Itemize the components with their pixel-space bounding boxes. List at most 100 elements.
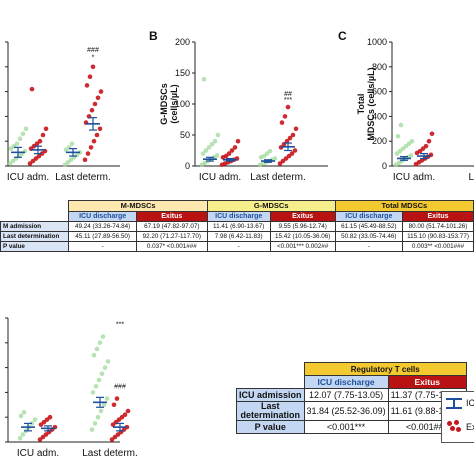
- panel-letter: B: [149, 29, 158, 43]
- data-point: [32, 417, 38, 422]
- y-axis-label: Total: [356, 94, 366, 115]
- x-tick-label: ICU adm.: [7, 172, 49, 183]
- data-point: [94, 346, 100, 352]
- table-row: P value - 0.037* <0.001### - <0.001*** 0…: [0, 241, 474, 252]
- data-point: [98, 408, 104, 414]
- table-cell: 12.07 (7.75-13.05): [303, 388, 389, 402]
- data-point: [267, 148, 273, 154]
- data-point: [395, 133, 401, 139]
- data-point: [200, 151, 206, 156]
- data-point: [429, 131, 435, 137]
- table-cell: 11.41 (6.90-13.67): [206, 221, 271, 232]
- data-point: [114, 396, 120, 401]
- significance-annotation: ***: [116, 322, 124, 329]
- data-point: [89, 107, 95, 113]
- legend-mean-bar-icon: [446, 398, 462, 409]
- data-point: [96, 377, 102, 383]
- table-cell: -: [68, 241, 137, 252]
- data-point: [423, 143, 429, 149]
- significance-annotation: ###: [114, 384, 126, 391]
- data-point: [90, 64, 96, 70]
- table-cell: 80.00 (51.74-101.26): [402, 221, 474, 232]
- table-cell: 0.037* <0.001###: [135, 241, 208, 252]
- table-cell: 49.24 (33.26-74.84): [68, 221, 137, 232]
- data-point: [104, 396, 110, 401]
- table2-subheader: Exitus: [387, 375, 467, 389]
- panel-letter: C: [338, 29, 347, 43]
- table1-subheader: ICU discharge: [206, 211, 271, 222]
- data-point: [203, 148, 209, 153]
- data-point: [20, 432, 26, 437]
- table1-corner: [1, 201, 69, 212]
- table1-row-label: P value: [0, 241, 70, 252]
- data-point: [426, 138, 432, 144]
- data-point: [84, 83, 90, 88]
- data-point: [101, 402, 107, 408]
- x-tick-label: La: [468, 172, 474, 183]
- y-tick-label: 1000: [367, 37, 387, 47]
- table2-subheader: ICU discharge: [303, 375, 389, 389]
- significance-annotation: ###: [87, 47, 99, 54]
- table2-row-label: P value: [236, 420, 305, 434]
- data-point: [85, 151, 91, 156]
- data-point: [232, 145, 238, 150]
- data-point: [105, 359, 111, 364]
- table-cell: 0.003** <0.001###: [402, 241, 474, 252]
- table-cell: 15.42 (10.05-36.06): [269, 231, 336, 242]
- data-point: [102, 365, 108, 370]
- data-point: [279, 120, 285, 125]
- table-cell: -: [334, 241, 404, 252]
- table2-title: Regulatory T cells: [303, 362, 467, 376]
- table-row: ICU admission 12.07 (7.75-13.05) 11.37 (…: [236, 388, 467, 402]
- legend-label: Exitu: [466, 422, 474, 432]
- y-axis-label: G-MDSCs: [159, 83, 169, 125]
- data-point: [91, 138, 97, 144]
- data-point: [212, 138, 218, 144]
- data-point: [226, 151, 232, 156]
- data-point: [90, 390, 96, 395]
- data-point: [93, 383, 99, 389]
- y-axis-label: MDSCs (cells/µL): [366, 67, 376, 140]
- y-tick-label: 0: [382, 161, 387, 171]
- table1-row-label: Last determination: [0, 231, 70, 242]
- data-point: [40, 132, 46, 138]
- table1-subheader: ICU discharge: [334, 211, 404, 222]
- data-point: [97, 126, 103, 132]
- y-tick-label: 200: [175, 37, 190, 47]
- data-point: [272, 156, 278, 161]
- table2-row-label: Last determination: [236, 401, 305, 421]
- data-point: [201, 76, 207, 82]
- data-point: [111, 402, 117, 408]
- x-tick-label: ICU adm.: [393, 172, 435, 183]
- table-row: P value <0.001*** <0.001###: [236, 420, 467, 434]
- y-tick-label: 400: [372, 111, 387, 121]
- data-point: [293, 126, 299, 132]
- data-point: [290, 132, 296, 138]
- x-tick-label: Last determ.: [55, 172, 111, 183]
- table2-corner2: [237, 376, 305, 389]
- data-point: [98, 89, 104, 94]
- data-point: [97, 340, 103, 346]
- data-point: [91, 352, 97, 358]
- table1-row-label: M admission: [0, 221, 70, 232]
- data-point: [214, 153, 220, 158]
- data-point: [95, 95, 101, 101]
- data-point: [69, 141, 75, 146]
- legend-label: ICU: [466, 398, 474, 408]
- table-cell: 92.20 (71.27-117.70): [135, 231, 208, 242]
- data-point: [95, 414, 101, 420]
- data-point: [94, 132, 100, 138]
- table-cell: 115.10 (90.83-153.77): [402, 231, 474, 242]
- significance-annotation: *: [92, 54, 95, 61]
- data-point: [88, 145, 94, 150]
- table1-group-m-mdscs: M-MDSCs: [68, 200, 208, 212]
- table1-subheader: ICU discharge: [68, 211, 137, 222]
- table-cell: 61.15 (45.49-88.52): [334, 221, 404, 232]
- table1-corner2: [1, 212, 69, 222]
- table-row: Last determination 45.11 (27.89-56.50) 9…: [0, 231, 474, 242]
- table2-corner: [237, 363, 305, 376]
- data-point: [287, 135, 293, 141]
- table1-group-g-mdscs: G-MDSCs: [206, 200, 336, 212]
- data-point: [17, 435, 23, 441]
